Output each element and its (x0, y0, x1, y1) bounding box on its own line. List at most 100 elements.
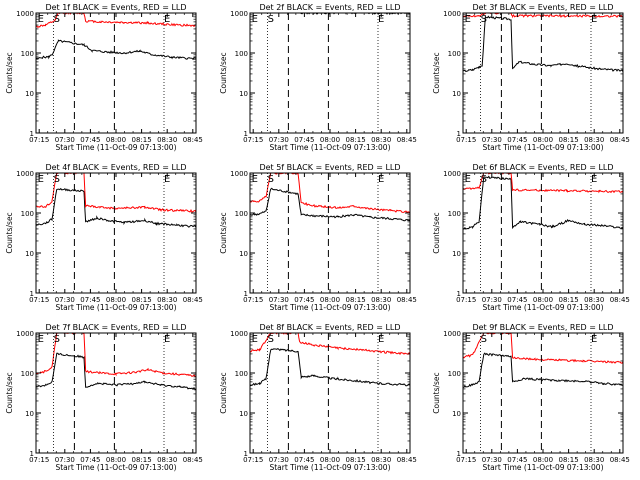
x-tick-label: 08:45 (397, 296, 417, 304)
x-tick-label: 07:15 (456, 456, 476, 464)
x-tick-label: 07:45 (294, 456, 314, 464)
annotation-label: E (252, 174, 258, 185)
series-line-lld (36, 173, 196, 213)
annotation-label: E (378, 14, 384, 25)
x-tick-label: 07:45 (507, 456, 527, 464)
y-tick-label: 100 (448, 50, 461, 58)
x-axis-label: Start Time (11-Oct-09 07:13:00) (55, 143, 176, 152)
annotation-label: E (164, 174, 170, 185)
x-tick-label: 07:15 (243, 296, 263, 304)
panel-title: Det 2f BLACK = Events, RED = LLD (259, 3, 400, 12)
plot-frame (462, 12, 624, 134)
x-tick-label: 07:15 (29, 136, 49, 144)
x-tick-label: 08:00 (320, 456, 340, 464)
y-tick-label: 1000 (230, 330, 248, 338)
annotation-label: S (481, 334, 487, 345)
y-tick-label: 1000 (16, 170, 34, 178)
x-tick-label: 07:45 (294, 296, 314, 304)
plot-frame (35, 172, 197, 294)
x-tick-label: 07:30 (55, 456, 75, 464)
x-tick-label: 08:00 (533, 296, 553, 304)
x-tick-label: 08:30 (157, 456, 177, 464)
y-tick-label: 10 (239, 410, 248, 418)
x-tick-label: 08:15 (132, 456, 152, 464)
y-tick-label: 1 (244, 130, 248, 138)
annotation-label: E (591, 174, 597, 185)
y-tick-label: 1 (457, 290, 461, 298)
x-tick-label: 07:30 (269, 456, 289, 464)
y-tick-label: 1000 (230, 10, 248, 18)
x-tick-label: 08:30 (371, 296, 391, 304)
x-tick-label: 07:30 (55, 136, 75, 144)
x-tick-label: 08:15 (559, 456, 579, 464)
annotation-label: S (54, 334, 60, 345)
y-tick-label: 100 (448, 210, 461, 218)
panel-title: Det 6f BLACK = Events, RED = LLD (472, 163, 613, 172)
x-axis-label: Start Time (11-Oct-09 07:13:00) (482, 143, 603, 152)
y-tick-label: 10 (452, 410, 461, 418)
series-line-events (36, 352, 196, 391)
annotation-label: S (481, 174, 487, 185)
plot-frame (35, 12, 197, 134)
x-tick-label: 08:00 (106, 456, 126, 464)
x-tick-label: 07:15 (456, 296, 476, 304)
y-tick-label: 1 (30, 450, 34, 458)
plot-frame (249, 12, 411, 134)
x-tick-label: 08:45 (610, 456, 630, 464)
y-tick-label: 1000 (230, 170, 248, 178)
y-tick-label: 100 (21, 50, 34, 58)
annotation-label: E (252, 14, 258, 25)
x-tick-label: 08:00 (533, 136, 553, 144)
y-tick-label: 10 (452, 90, 461, 98)
annotation-label: E (465, 14, 471, 25)
y-tick-label: 1 (457, 450, 461, 458)
x-tick-label: 08:45 (610, 136, 630, 144)
x-tick-label: 08:45 (397, 456, 417, 464)
y-tick-label: 100 (21, 370, 34, 378)
plot-frame (249, 172, 411, 294)
y-tick-label: 10 (239, 90, 248, 98)
x-tick-label: 07:30 (482, 136, 502, 144)
y-tick-label: 10 (239, 250, 248, 258)
y-tick-label: 1 (30, 290, 34, 298)
x-tick-label: 08:30 (584, 296, 604, 304)
annotation-label: E (591, 14, 597, 25)
x-tick-label: 08:15 (346, 456, 366, 464)
x-tick-label: 08:00 (533, 456, 553, 464)
x-tick-label: 08:00 (320, 296, 340, 304)
x-tick-label: 07:45 (507, 136, 527, 144)
y-tick-label: 100 (21, 210, 34, 218)
y-tick-label: 1 (30, 130, 34, 138)
series-line-lld (36, 333, 196, 378)
y-tick-label: 100 (235, 210, 248, 218)
y-tick-label: 1000 (16, 10, 34, 18)
annotation-label: E (591, 334, 597, 345)
x-tick-label: 08:15 (132, 296, 152, 304)
x-axis-label: Start Time (11-Oct-09 07:13:00) (55, 303, 176, 312)
x-tick-label: 07:15 (243, 456, 263, 464)
annotation-label: E (38, 14, 44, 25)
x-axis-label: Start Time (11-Oct-09 07:13:00) (269, 303, 390, 312)
x-tick-label: 08:30 (584, 456, 604, 464)
x-tick-label: 07:30 (482, 456, 502, 464)
x-tick-label: 08:00 (106, 136, 126, 144)
x-tick-label: 07:30 (55, 296, 75, 304)
x-tick-label: 08:45 (397, 136, 417, 144)
series-line-events (250, 347, 410, 387)
panel-title: Det 8f BLACK = Events, RED = LLD (259, 323, 400, 332)
y-axis-label: Counts/sec (432, 212, 441, 253)
y-axis-label: Counts/sec (5, 52, 14, 93)
x-tick-label: 08:45 (183, 456, 203, 464)
x-tick-label: 07:30 (269, 296, 289, 304)
y-tick-label: 1 (457, 130, 461, 138)
series-line-events (36, 39, 196, 61)
x-tick-label: 07:45 (294, 136, 314, 144)
annotation-label: E (164, 14, 170, 25)
y-tick-label: 1000 (16, 330, 34, 338)
x-tick-label: 08:45 (183, 136, 203, 144)
y-tick-label: 1 (244, 450, 248, 458)
